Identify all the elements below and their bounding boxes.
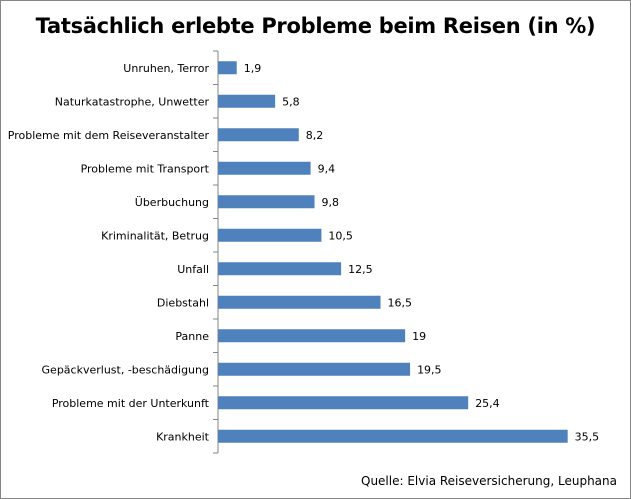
category-label: Diebstahl (157, 296, 209, 309)
bar (218, 61, 237, 75)
value-label: 8,2 (306, 129, 324, 142)
bar (218, 396, 469, 410)
bar (218, 94, 276, 108)
category-label: Probleme mit dem Reiseveranstalter (8, 129, 210, 142)
value-label: 9,4 (318, 162, 336, 175)
category-label: Panne (175, 330, 209, 343)
value-label: 10,5 (328, 229, 353, 242)
bar (218, 228, 322, 242)
value-label: 12,5 (348, 263, 373, 276)
category-label: Unfall (177, 263, 209, 276)
bar (218, 128, 299, 142)
category-label: Überbuchung (135, 196, 209, 209)
value-label: 16,5 (388, 296, 413, 309)
bar (218, 295, 381, 309)
category-label: Krankheit (156, 430, 210, 443)
value-label: 5,8 (282, 95, 300, 108)
bar (218, 429, 568, 443)
chart-title: Tatsächlich erlebte Probleme beim Reisen… (35, 14, 596, 38)
bar (218, 161, 311, 175)
category-label: Unruhen, Terror (123, 62, 209, 75)
value-label: 19,5 (417, 363, 442, 376)
category-label: Kriminalität, Betrug (101, 229, 209, 242)
category-label: Naturkatastrophe, Unwetter (55, 95, 210, 108)
value-label: 35,5 (575, 430, 600, 443)
value-label: 9,8 (322, 196, 340, 209)
bar (218, 195, 315, 209)
bar (218, 362, 411, 376)
source-note: Quelle: Elvia Reiseversicherung, Leuphan… (361, 474, 617, 488)
category-label: Gepäckverlust, -beschädigung (42, 363, 209, 376)
bar (218, 329, 406, 343)
category-label: Probleme mit Transport (81, 162, 210, 175)
category-label: Probleme mit der Unterkunft (52, 397, 210, 410)
value-label: 1,9 (244, 62, 262, 75)
value-label: 25,4 (475, 397, 500, 410)
value-label: 19 (412, 330, 426, 343)
bar (218, 262, 342, 276)
